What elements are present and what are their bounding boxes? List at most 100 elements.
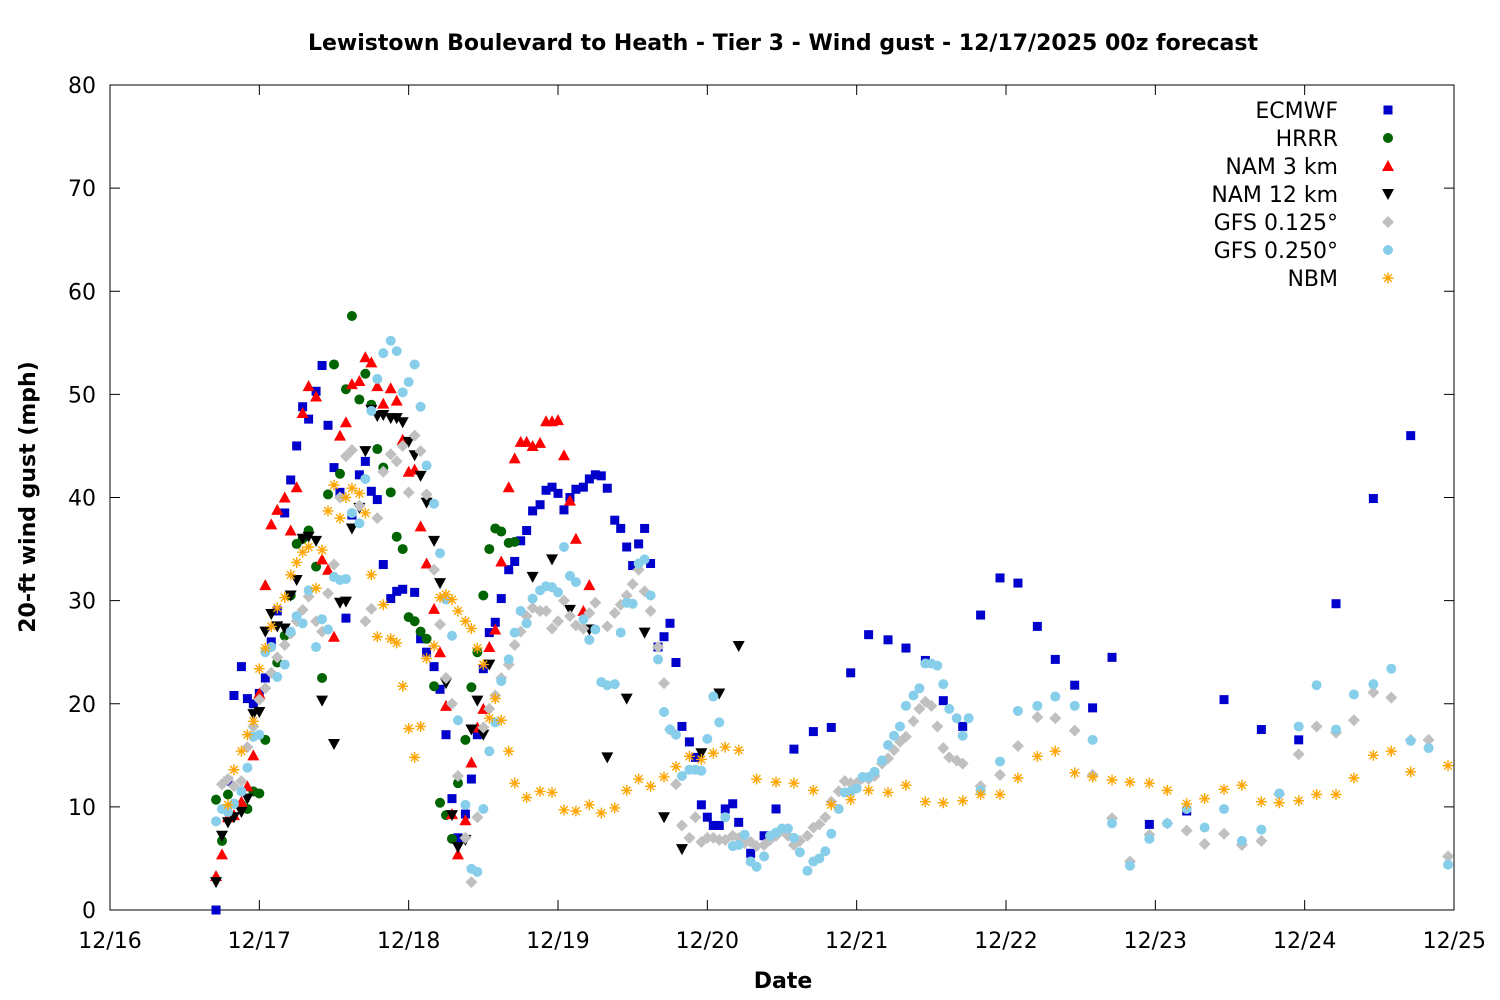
data-point <box>690 752 700 762</box>
x-tick-label: 12/25 <box>1423 929 1486 954</box>
data-point <box>931 720 944 733</box>
data-point <box>900 700 911 711</box>
data-point <box>583 799 595 811</box>
data-point <box>253 663 265 675</box>
legend-marker <box>1383 133 1393 143</box>
data-point <box>508 452 521 464</box>
data-point <box>759 831 769 841</box>
data-point <box>894 721 905 732</box>
data-point <box>1199 793 1211 805</box>
data-point <box>472 730 482 740</box>
data-point <box>596 471 606 481</box>
data-point <box>595 807 607 819</box>
data-point <box>428 563 441 576</box>
data-point <box>658 677 671 690</box>
legend-label: NBM <box>1287 267 1338 292</box>
data-point <box>794 847 805 858</box>
data-point <box>571 484 581 494</box>
data-point <box>434 618 447 631</box>
data-point <box>864 630 874 640</box>
data-point <box>1293 795 1305 807</box>
data-point <box>253 707 266 718</box>
legend-marker <box>1382 160 1394 171</box>
data-point <box>590 470 600 480</box>
data-point <box>1198 838 1211 850</box>
data-point <box>465 876 478 889</box>
data-point <box>675 819 688 832</box>
data-point <box>1331 724 1342 735</box>
data-point <box>534 436 547 448</box>
legend-label: HRRR <box>1276 127 1338 152</box>
data-point <box>452 715 463 726</box>
data-point <box>683 750 695 762</box>
data-point <box>248 699 258 709</box>
data-point <box>415 626 426 637</box>
data-point <box>1106 774 1118 786</box>
data-point <box>284 524 297 536</box>
data-point <box>1181 798 1193 810</box>
data-point <box>628 561 638 571</box>
data-point <box>846 668 856 678</box>
data-point <box>645 780 657 792</box>
data-point <box>899 730 912 743</box>
data-point <box>429 662 439 672</box>
data-point <box>414 445 427 458</box>
series-4 <box>216 429 1455 889</box>
data-point <box>521 792 533 804</box>
data-point <box>521 618 532 629</box>
data-point <box>552 414 564 426</box>
y-tick-label: 70 <box>68 177 96 202</box>
data-point <box>750 840 763 853</box>
x-tick-label: 12/17 <box>228 929 291 954</box>
data-point <box>397 680 409 692</box>
data-point <box>210 877 223 889</box>
x-tick-label: 12/21 <box>825 929 888 954</box>
data-point <box>626 578 639 591</box>
data-point <box>820 846 831 857</box>
data-point <box>278 638 291 651</box>
data-point <box>259 682 272 695</box>
data-point <box>222 789 233 800</box>
data-point <box>422 647 432 657</box>
data-point <box>478 590 489 601</box>
data-point <box>378 560 388 570</box>
data-point <box>1199 822 1210 833</box>
data-point <box>451 842 464 854</box>
data-point <box>460 799 471 810</box>
data-point <box>702 733 713 744</box>
data-point <box>509 627 520 638</box>
data-point <box>1049 712 1062 725</box>
y-tick-label: 10 <box>68 796 96 821</box>
legend: ECMWF HRRR NAM 3 km NAM 12 km GFS 0.125° GFS … <box>1211 99 1394 292</box>
data-point <box>242 762 253 773</box>
data-point <box>584 474 594 484</box>
data-point <box>459 831 472 844</box>
data-point <box>280 508 290 518</box>
data-point <box>1236 835 1247 846</box>
data-point <box>863 784 875 796</box>
data-point <box>1311 680 1322 691</box>
data-point <box>634 539 644 549</box>
series-0 <box>211 361 1416 915</box>
data-point <box>516 536 526 546</box>
data-point <box>1012 772 1024 784</box>
data-point <box>646 559 656 568</box>
data-point <box>228 764 240 776</box>
data-point <box>541 485 551 495</box>
data-point <box>938 696 948 706</box>
data-point <box>279 659 290 670</box>
data-point <box>1087 734 1098 745</box>
data-point <box>509 777 521 789</box>
data-point <box>658 812 671 824</box>
data-point <box>590 624 601 635</box>
data-point <box>883 740 894 750</box>
data-point <box>316 695 329 707</box>
data-point <box>310 582 322 594</box>
data-point <box>296 406 309 418</box>
data-point <box>429 681 440 692</box>
data-point <box>484 628 494 638</box>
data-point <box>883 635 893 645</box>
data-point <box>390 455 403 468</box>
data-point <box>502 481 515 493</box>
data-point <box>216 848 228 860</box>
